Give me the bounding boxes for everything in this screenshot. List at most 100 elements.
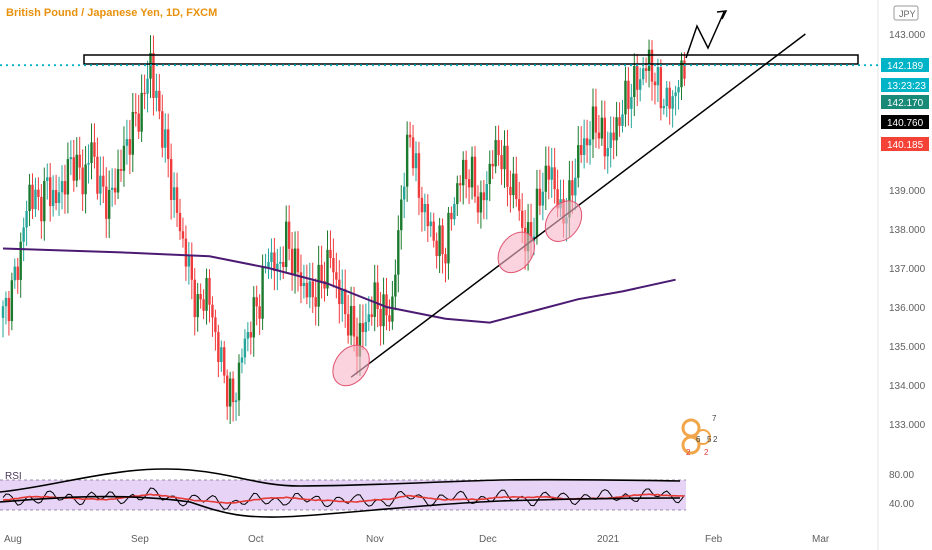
candle-body — [491, 163, 494, 167]
candle-body — [385, 294, 388, 316]
price-axis[interactable]: 143.000 139.000 138.000 137.000 136.000 135.0… — [889, 30, 926, 431]
rsi-pane: RSI 80.00 40.00 — [0, 468, 914, 518]
candle-body — [476, 196, 480, 213]
candle-body — [482, 192, 486, 201]
candle-body — [370, 314, 373, 317]
support-ellipses[interactable] — [325, 194, 589, 393]
candle-body — [462, 159, 465, 186]
candle-body — [426, 203, 429, 227]
support-ellipse[interactable] — [538, 194, 589, 248]
forecast-arrow-head — [716, 10, 728, 20]
candle-body — [408, 134, 412, 138]
candle-body — [521, 210, 524, 228]
svg-text:2: 2 — [704, 448, 709, 457]
candle-body — [167, 129, 170, 159]
candle-body — [503, 145, 506, 170]
candle-body — [211, 304, 214, 318]
candle-body — [299, 272, 303, 287]
candle-body — [338, 279, 341, 305]
candle-body — [420, 197, 424, 213]
candle-body — [488, 163, 491, 185]
candle-body — [677, 87, 680, 93]
candle-body — [87, 162, 90, 165]
candle-body — [435, 240, 438, 257]
candle-body — [273, 252, 276, 271]
candle-body — [323, 281, 326, 289]
candle-body — [105, 186, 108, 219]
x-tick-label: Oct — [248, 534, 264, 545]
time-axis[interactable]: Aug Sep Oct Nov Dec 2021 Feb Mar — [4, 534, 830, 545]
candle-body — [25, 211, 28, 228]
candle-body — [43, 180, 46, 222]
candle-body — [668, 87, 671, 109]
candle-body — [603, 117, 606, 157]
candle-body — [405, 134, 409, 187]
support-ellipse[interactable] — [325, 338, 376, 392]
candle-body — [184, 238, 188, 267]
drawings[interactable] — [0, 10, 878, 393]
candle-body — [152, 52, 155, 98]
x-tick-label: 2021 — [597, 534, 620, 545]
candle-body — [344, 288, 347, 315]
rsi-level-40: 40.00 — [889, 499, 914, 510]
candle-body — [577, 145, 580, 178]
candles — [1, 35, 686, 425]
candle-body — [585, 138, 589, 146]
support-ellipse[interactable] — [491, 225, 542, 279]
bid-tag — [881, 95, 929, 109]
x-tick-label: Mar — [812, 534, 830, 545]
candle-body — [243, 338, 247, 358]
candle-body — [680, 60, 683, 88]
candle-body — [16, 266, 19, 280]
resistance-rectangle[interactable] — [83, 54, 859, 65]
candle-body — [479, 192, 483, 213]
candle-body — [223, 347, 226, 376]
candle-body — [155, 90, 158, 98]
candle-body — [515, 173, 518, 200]
candle-body — [326, 249, 329, 289]
candle-body — [352, 305, 356, 337]
candle-body — [290, 248, 294, 275]
candle-body — [388, 315, 391, 322]
candle-body — [137, 113, 140, 132]
candle-body — [205, 278, 208, 311]
candle-body — [19, 241, 22, 280]
high-text: 140.760 — [887, 118, 924, 129]
candle-body — [125, 139, 129, 146]
rsi-envelope-lower — [0, 495, 681, 518]
candle-body — [550, 167, 553, 180]
countdown-tag — [881, 78, 929, 92]
candle-body — [13, 266, 16, 281]
candle-body — [444, 254, 447, 264]
candle-body — [621, 114, 624, 126]
currency-badge[interactable]: JPY — [893, 5, 919, 21]
candle-body — [580, 145, 583, 155]
candle-body — [302, 282, 306, 287]
candle-body — [285, 221, 288, 268]
candle-body — [81, 167, 84, 195]
candle-body — [228, 378, 232, 407]
candle-body — [178, 212, 182, 232]
candle-body — [193, 279, 196, 318]
rsi-envelope-upper — [0, 468, 681, 493]
candle-body — [66, 159, 70, 195]
candle-body — [258, 306, 261, 319]
forecast-arrow[interactable] — [685, 11, 725, 59]
low-tag — [881, 137, 929, 151]
candle-body — [131, 112, 134, 155]
svg-text:2: 2 — [713, 435, 718, 444]
candle-body — [379, 309, 382, 327]
candle-body — [252, 297, 255, 338]
candle-body — [119, 169, 123, 171]
candle-body — [674, 92, 677, 97]
candle-body — [146, 78, 149, 94]
candle-body — [473, 156, 477, 197]
bid-text: 142.170 — [887, 98, 924, 109]
candle-body — [591, 106, 595, 140]
candle-body — [208, 278, 211, 305]
candle-body — [161, 111, 164, 148]
candle-body — [636, 66, 639, 90]
candle-body — [293, 248, 297, 275]
candle-body — [459, 183, 462, 186]
